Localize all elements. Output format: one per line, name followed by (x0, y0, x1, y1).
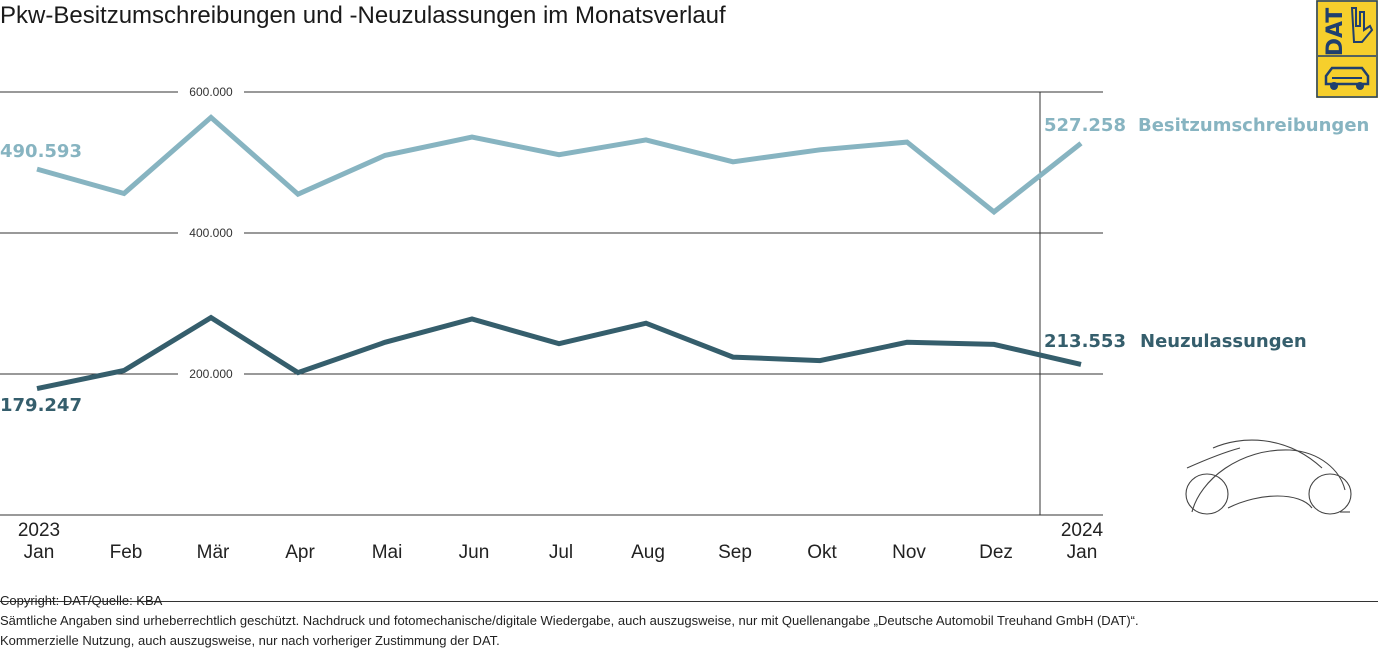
x-tick-label: Jan (24, 542, 55, 563)
series-labels: 490.593 527.258 Besitzumschreibungen 179.24… (0, 115, 1369, 416)
x-tick-label: Jun (459, 542, 490, 563)
series-end-value: 527.258 (1044, 115, 1126, 136)
chart-title: Pkw-Besitzumschreibungen und -Neuzulassu… (0, 2, 726, 29)
car-sketch-icon (1185, 439, 1352, 515)
y-tick-label: 400.000 (189, 226, 233, 240)
y-tick-label: 200.000 (189, 367, 233, 381)
y-axis-ticks: 200.000 400.000 600.000 (189, 85, 233, 381)
x-tick-label: Okt (807, 542, 837, 563)
legal-notice-line-2: Kommerzielle Nutzung, auch auszugsweise,… (0, 633, 500, 648)
series-name-label: Besitzumschreibungen (1138, 115, 1369, 136)
footer: Copyright: DAT/Quelle: KBA Sämtliche Ang… (0, 591, 1139, 651)
x-tick-label: Jul (549, 542, 573, 563)
x-tick-label: Mär (197, 542, 230, 563)
x-tick-label: Jan (1067, 542, 1098, 563)
x-tick-label: Feb (110, 542, 143, 563)
y-tick-label: 600.000 (189, 85, 233, 99)
footer-divider (0, 601, 1378, 602)
x-tick-label: Nov (892, 542, 926, 563)
series-lines (36, 114, 1083, 392)
legal-notice-line-1: Sämtliche Angaben sind urheberrechtlich … (0, 613, 1139, 628)
x-tick-label: Mai (372, 542, 403, 563)
series-line-1 (36, 314, 1082, 392)
x-year-label: 2023 (18, 520, 60, 541)
series-end-value: 213.553 (1044, 331, 1126, 352)
series-name-label: Neuzulassungen (1140, 331, 1307, 352)
series-start-value: 179.247 (0, 395, 82, 416)
x-tick-label: Sep (718, 542, 752, 563)
series-line-0 (36, 114, 1083, 216)
copyright-text: Copyright: DAT/Quelle: KBA (0, 593, 163, 608)
x-tick-label: Aug (631, 542, 665, 563)
series-start-value: 490.593 (0, 141, 82, 162)
gridlines (0, 91, 1103, 375)
dat-logo-text: DAT (1323, 8, 1348, 57)
x-tick-label: Dez (979, 542, 1013, 563)
x-year-label: 2024 (1061, 520, 1104, 541)
dat-logo: DAT (1316, 0, 1378, 98)
x-tick-label: Apr (285, 542, 315, 563)
